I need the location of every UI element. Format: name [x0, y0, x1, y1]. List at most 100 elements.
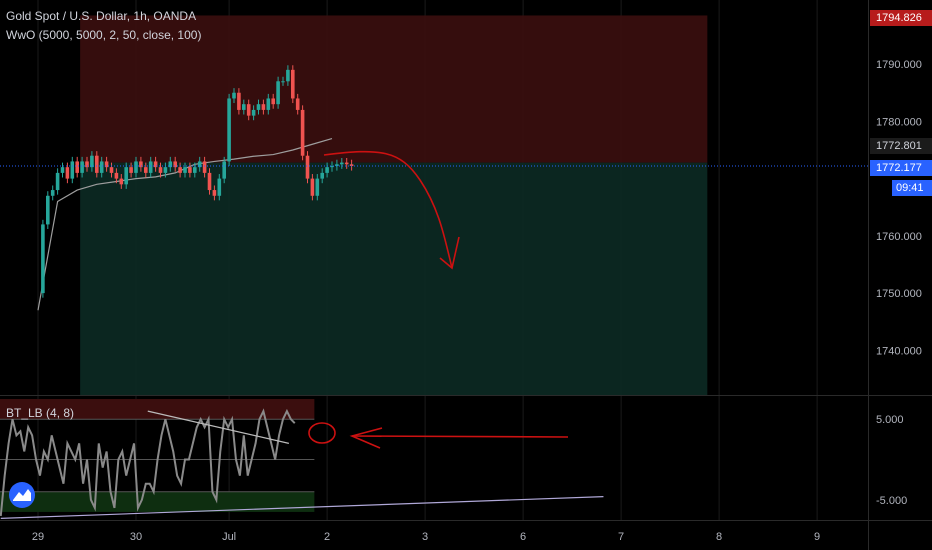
candle-body	[46, 195, 50, 225]
candle-body	[271, 98, 275, 105]
candle-body	[178, 167, 182, 173]
candle-body	[148, 161, 153, 173]
candle-body	[124, 167, 128, 185]
time-axis-tick: 3	[422, 531, 428, 543]
candle-body	[320, 172, 324, 179]
price-axis-tick: 1740.000	[876, 345, 922, 357]
pointer-arrow-head	[349, 427, 383, 449]
breakout-circle	[308, 422, 336, 444]
candle-body	[222, 161, 226, 179]
candle-body	[310, 178, 315, 196]
candle-body	[85, 161, 89, 168]
candle-body	[266, 98, 271, 110]
candle-body	[144, 167, 148, 173]
time-axis-tick: 30	[130, 531, 142, 543]
candle-body	[202, 161, 207, 173]
forecast-arrow	[323, 150, 453, 269]
price-axis-tick: 1780.000	[876, 116, 922, 128]
time-axis-tick: 7	[618, 531, 624, 543]
candle-body	[261, 104, 266, 110]
candle-body	[305, 155, 310, 179]
candle-body	[50, 190, 55, 196]
candle-body	[276, 81, 280, 105]
candle-body	[193, 167, 197, 173]
tradingview-logo-icon[interactable]	[9, 482, 35, 508]
pointer-arrow	[351, 435, 569, 438]
candle-body	[153, 161, 158, 168]
candle-body	[227, 98, 231, 162]
candle-body	[237, 92, 241, 110]
candle-body	[158, 167, 163, 173]
support-trendline	[0, 496, 604, 519]
candle-body	[139, 161, 143, 168]
oscillator-line	[0, 408, 296, 517]
price-axis-tick: 1750.000	[876, 288, 922, 300]
bar-countdown: 09:41	[892, 180, 932, 196]
candle-body	[291, 69, 295, 99]
candle-body	[55, 172, 60, 191]
candle-body	[335, 164, 339, 167]
symbol-title: Gold Spot / U.S. Dollar, 1h, OANDA	[6, 9, 197, 23]
time-axis-tick: 8	[716, 531, 722, 543]
candle-body	[197, 161, 202, 168]
candle-body	[315, 178, 320, 196]
candle-body	[300, 109, 305, 156]
candle-body	[295, 98, 300, 110]
indicator-legend: WwO (5000, 5000, 2, 50, close, 100)	[6, 28, 202, 42]
candle-body	[119, 178, 124, 185]
time-axis-tick: Jul	[222, 531, 236, 543]
candle-body	[217, 178, 222, 196]
candle-body	[344, 162, 349, 165]
candle-body	[330, 166, 334, 168]
candle-body	[349, 164, 354, 167]
candle-body	[163, 167, 168, 173]
candle-body	[188, 167, 192, 173]
oversold-zone	[0, 491, 315, 512]
candle-body	[207, 172, 212, 191]
candle-body	[65, 167, 70, 179]
candle-body	[232, 92, 236, 99]
candle-body	[60, 167, 65, 173]
candle-body	[281, 81, 285, 83]
last-price-tag: 1772.177	[870, 160, 932, 176]
candle-body	[340, 162, 344, 165]
candle-body	[80, 161, 84, 173]
price-axis-tick: 1790.000	[876, 59, 922, 71]
candle-body	[95, 155, 99, 173]
take-profit-zone	[80, 162, 708, 395]
stop-price-tag: 1794.826	[870, 10, 932, 26]
time-axis-tick: 9	[814, 531, 820, 543]
candle-body	[99, 161, 104, 173]
stop-loss-zone	[80, 15, 708, 163]
time-axis-tick: 29	[32, 531, 44, 543]
candle-body	[212, 190, 217, 196]
candle-body	[246, 104, 251, 116]
candle-body	[256, 104, 261, 110]
candle-body	[109, 167, 114, 173]
oscillator-legend: BT_LB (4, 8)	[6, 406, 75, 420]
time-axis-tick: 6	[520, 531, 526, 543]
candle-body	[168, 161, 173, 168]
candle-body	[173, 161, 177, 168]
time-axis-tick: 2	[324, 531, 330, 543]
resistance-trendline	[147, 410, 290, 444]
overbought-zone	[0, 399, 315, 420]
candle-body	[183, 167, 187, 173]
forecast-arrow-head	[439, 236, 460, 270]
candle-body	[129, 167, 133, 173]
candle-body	[134, 161, 138, 173]
candle-body	[41, 224, 45, 294]
candle-body	[251, 109, 256, 116]
candle-body	[104, 161, 109, 168]
price-axis-tick: 1760.000	[876, 231, 922, 243]
oscillator-axis-tick: -5.000	[876, 495, 907, 507]
oscillator-axis-tick: 5.000	[876, 414, 904, 426]
candle-body	[75, 161, 79, 173]
candle-body	[90, 155, 94, 168]
entry-price-tag: 1772.801	[870, 138, 932, 154]
candle-body	[70, 161, 75, 179]
candle-body	[242, 104, 246, 110]
candle-body	[114, 172, 119, 179]
candle-body	[325, 167, 329, 173]
